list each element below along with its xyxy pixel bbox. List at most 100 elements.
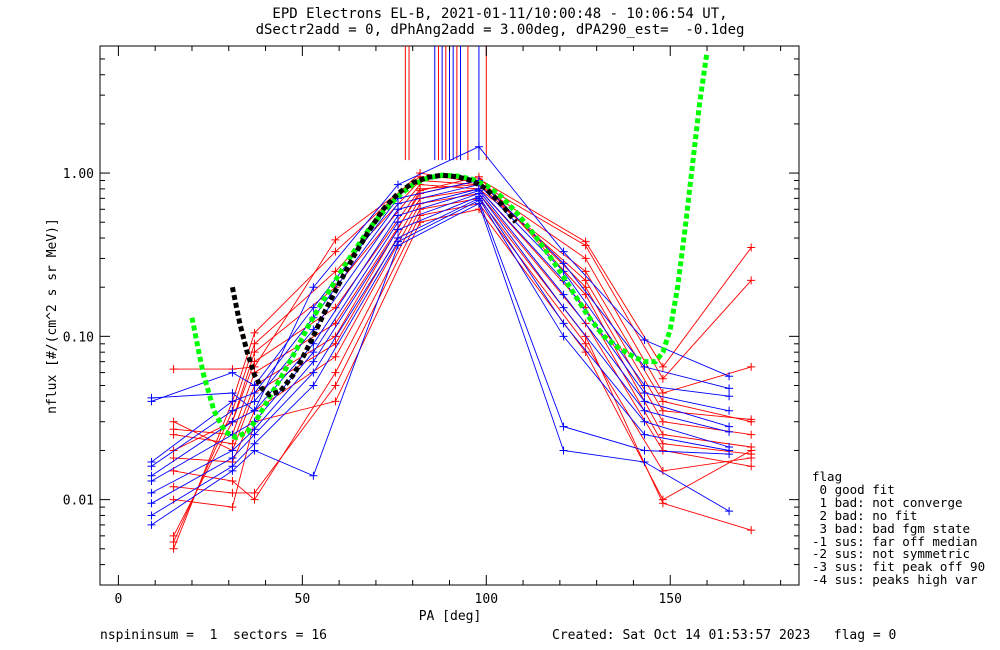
legend-title: flag [812, 469, 843, 484]
data-point-marker [640, 335, 649, 344]
data-point-marker [640, 397, 649, 406]
data-point-marker [658, 374, 667, 383]
data-point-marker [147, 511, 156, 520]
data-point-marker [331, 235, 340, 244]
data-point-marker [250, 446, 259, 455]
data-point-marker [581, 283, 590, 292]
data-point-marker [331, 368, 340, 377]
legend-item: 3 bad: bad fgm state [812, 520, 971, 536]
data-point-marker [147, 462, 156, 471]
data-point-marker [581, 267, 590, 276]
data-point-marker [228, 368, 237, 377]
data-point-marker [228, 503, 237, 512]
data-point-marker [250, 357, 259, 366]
flag-legend: flag 0 good fit 1 bad: not converge 2 ba… [812, 469, 985, 587]
data-point-marker [228, 453, 237, 462]
data-point-marker [747, 526, 756, 535]
data-point-marker [640, 381, 649, 390]
data-point-marker [747, 362, 756, 371]
data-point-marker [169, 544, 178, 553]
data-point-marker [250, 430, 259, 439]
data-point-marker [725, 507, 734, 516]
chart-title: EPD Electrons EL-B, 2021-01-11/10:00:48 … [272, 6, 728, 22]
data-point-marker [309, 283, 318, 292]
data-point-marker [169, 417, 178, 426]
data-point-marker [250, 397, 259, 406]
data-point-marker [559, 446, 568, 455]
data-point-marker [747, 446, 756, 455]
data-point-marker [658, 362, 667, 371]
data-point-marker [250, 488, 259, 497]
data-point-marker [658, 406, 667, 415]
data-point-marker [250, 388, 259, 397]
data-point-marker [559, 290, 568, 299]
footer-created-info: Created: Sat Oct 14 01:53:57 2023 flag =… [552, 628, 897, 643]
y-tick-label: 0.10 [63, 330, 94, 345]
data-point-marker [658, 397, 667, 406]
data-point-marker [250, 439, 259, 448]
data-point-marker [393, 180, 402, 189]
data-point-marker [169, 365, 178, 374]
x-tick-label: 100 [475, 592, 498, 607]
data-point-marker [250, 328, 259, 337]
data-point-marker [228, 488, 237, 497]
data-point-marker [393, 241, 402, 250]
y-axis-label: nflux [#/(cm^2 s sr MeV)] [45, 218, 60, 414]
data-point-marker [228, 477, 237, 486]
data-point-marker [331, 247, 340, 256]
series-line [173, 180, 752, 436]
data-point-marker [581, 241, 590, 250]
data-point-marker [640, 457, 649, 466]
data-point-marker [581, 339, 590, 348]
data-point-marker [640, 446, 649, 455]
data-point-marker [250, 495, 259, 504]
data-point-marker [331, 397, 340, 406]
data-point-marker [640, 417, 649, 426]
data-point-marker [309, 368, 318, 377]
series-line [173, 180, 752, 543]
data-point-marker [250, 339, 259, 348]
data-point-marker [169, 446, 178, 455]
data-point-marker [559, 319, 568, 328]
data-point-marker [331, 381, 340, 390]
data-point-marker [393, 218, 402, 227]
data-point-marker [147, 499, 156, 508]
data-point-marker [640, 406, 649, 415]
series-line [173, 193, 752, 467]
green-fit-curve [189, 51, 710, 441]
legend-item: 1 bad: not converge [812, 494, 963, 510]
data-point-marker [393, 211, 402, 220]
x-tick-label: 50 [295, 592, 311, 607]
data-point-marker [581, 276, 590, 285]
y-tick-label: 0.01 [63, 494, 94, 509]
data-point-marker [581, 348, 590, 357]
data-point-marker [559, 332, 568, 341]
x-axis-label: PA [deg] [419, 609, 482, 624]
data-point-marker [725, 427, 734, 436]
data-point-marker [147, 488, 156, 497]
data-point-marker [640, 362, 649, 371]
data-point-marker [228, 466, 237, 475]
data-point-marker [559, 259, 568, 268]
data-point-marker [147, 520, 156, 529]
x-tick-label: 150 [658, 592, 681, 607]
series-line [151, 197, 730, 504]
data-point-marker [747, 276, 756, 285]
data-point-marker [228, 446, 237, 455]
chart-subtitle: dSectr2add = 0, dPhAng2add = 3.00deg, dP… [255, 22, 745, 38]
data-point-marker [228, 417, 237, 426]
data-point-marker [747, 430, 756, 439]
data-point-marker [640, 430, 649, 439]
data-point-marker [147, 397, 156, 406]
black-fit-curve [229, 172, 518, 398]
data-point-marker [393, 225, 402, 234]
data-point-marker [169, 531, 178, 540]
legend-item: 0 good fit [812, 481, 895, 497]
data-point-marker [559, 303, 568, 312]
footer-spin-info: nspininsum = 1 sectors = 16 [100, 628, 327, 643]
data-point-marker [725, 384, 734, 393]
data-point-marker [309, 348, 318, 357]
data-point-marker [228, 397, 237, 406]
data-point-marker [309, 357, 318, 366]
